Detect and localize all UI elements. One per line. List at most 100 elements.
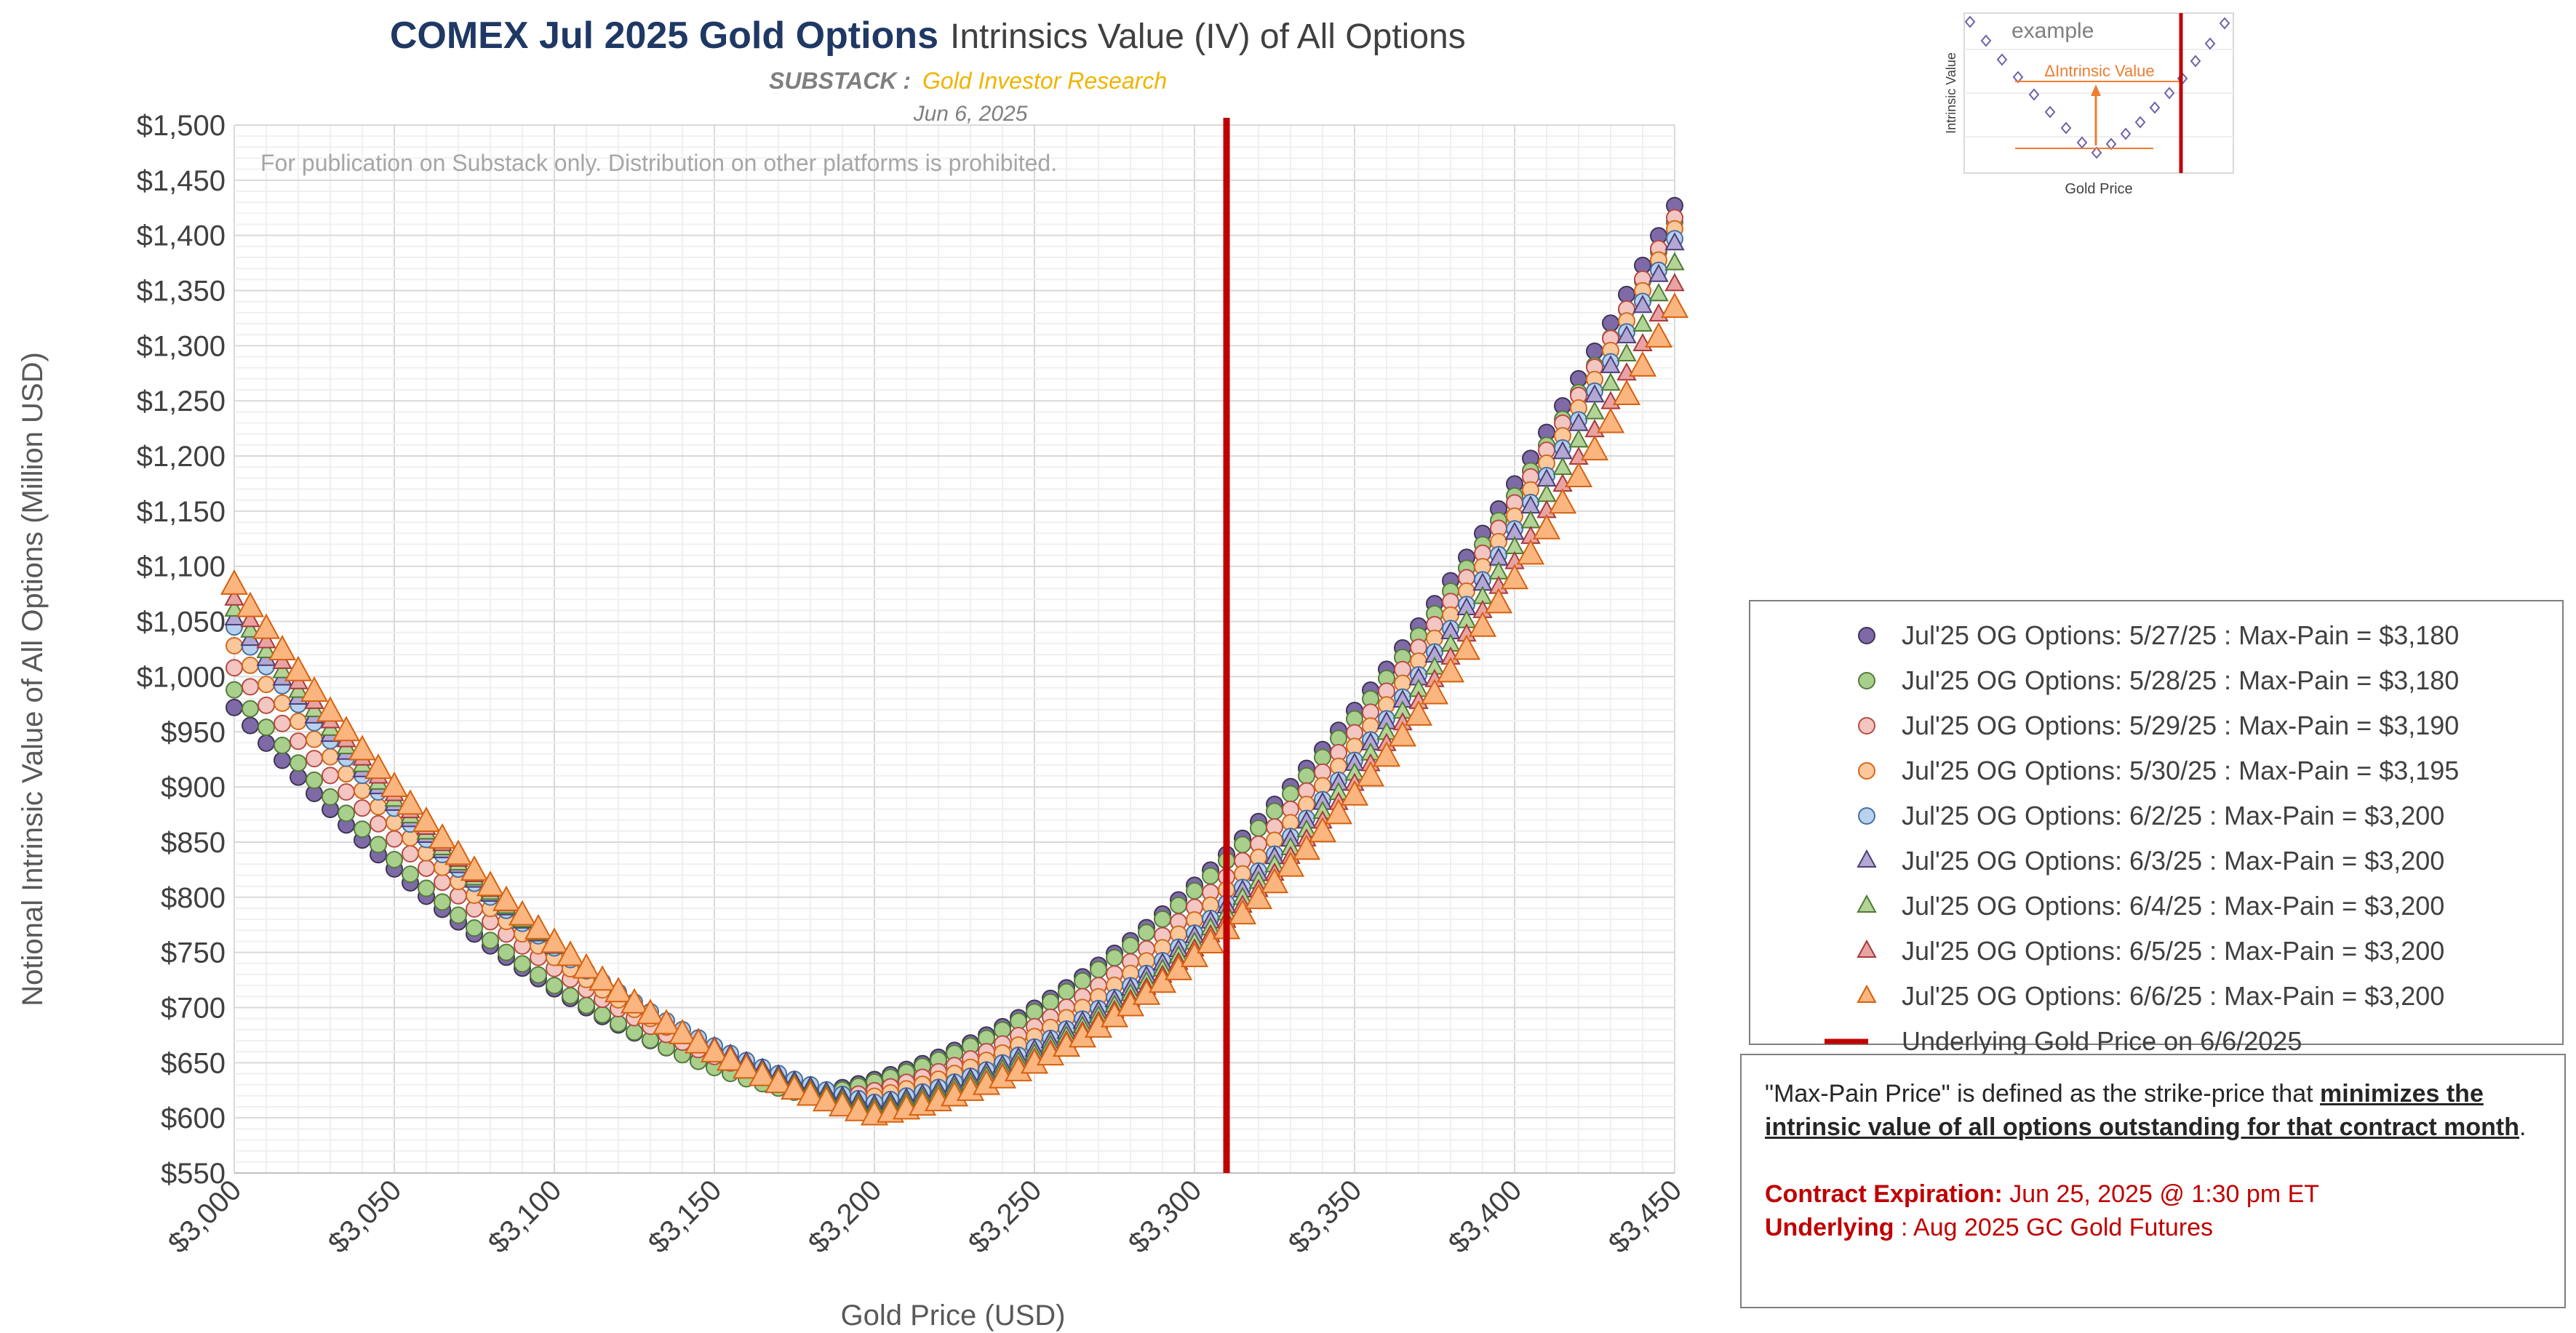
data-point [258, 696, 275, 714]
data-point [396, 789, 425, 815]
contract-expiration: Contract Expiration: Jun 25, 2025 @ 1:30… [1765, 1177, 2543, 1211]
legend-entry: Jul'25 OG Options: 6/2/25 : Max-Pain = $… [1750, 793, 2562, 838]
data-point [508, 900, 537, 926]
inset-diamond [1964, 15, 1976, 28]
data-point [1340, 780, 1369, 806]
data-point [588, 965, 617, 991]
data-point [1058, 982, 1075, 1001]
data-point [1532, 513, 1561, 540]
data-point [1292, 834, 1321, 860]
data-point [338, 783, 355, 801]
data-point [1180, 941, 1209, 967]
legend-circle [1858, 627, 1875, 644]
data-point [1484, 588, 1513, 614]
legend-label: Jul'25 OG Options: 5/27/25 : Max-Pain = … [1902, 620, 2460, 650]
y-tick-label: $1,200 [137, 441, 226, 473]
data-point [620, 988, 649, 1014]
data-point [380, 772, 409, 798]
underlying-label: Underlying [1765, 1214, 1894, 1241]
data-point [256, 630, 276, 649]
x-tick-label: $3,150 [642, 1174, 728, 1260]
data-point [1122, 937, 1139, 955]
legend-label: Underlying Gold Price on 6/6/2025 [1902, 1026, 2302, 1056]
y-tick-label: $850 [161, 827, 226, 859]
data-point [224, 587, 244, 606]
definition-note: "Max-Pain Price" is defined as the strik… [1740, 1054, 2566, 1308]
x-tick-label: $3,450 [1603, 1174, 1688, 1260]
data-point [1164, 954, 1193, 980]
data-point [1308, 817, 1337, 843]
data-point [1632, 313, 1653, 332]
data-point [354, 799, 371, 817]
data-point [716, 1045, 745, 1071]
substack-name: Gold Investor Research [922, 68, 1167, 94]
data-point [1202, 867, 1219, 885]
data-point [626, 1023, 643, 1041]
legend-entry: Jul'25 OG Options: 6/3/25 : Max-Pain = $… [1750, 838, 2562, 884]
data-point [1520, 510, 1541, 529]
data-point [1276, 851, 1305, 877]
data-point [354, 781, 371, 799]
data-point [386, 830, 403, 848]
data-point [300, 676, 329, 702]
data-point [1388, 721, 1417, 747]
data-point [306, 730, 323, 748]
data-point [348, 734, 377, 761]
inset-diamond [2164, 87, 2175, 100]
data-point [370, 798, 387, 816]
series-6 [224, 232, 1685, 1112]
data-point [1664, 273, 1685, 292]
legend-entry: Jul'25 OG Options: 6/6/25 : Max-Pain = $… [1750, 974, 2562, 1019]
data-point [578, 996, 595, 1014]
data-point [274, 714, 291, 732]
data-point [1616, 325, 1637, 344]
data-point [1452, 634, 1481, 660]
inset-diamond [2091, 146, 2102, 159]
data-point [252, 613, 281, 639]
legend-entry: Jul'25 OG Options: 5/29/25 : Max-Pain = … [1750, 703, 2562, 748]
legend-marker [1858, 762, 1875, 780]
data-point [226, 698, 243, 716]
inset-arrow-head [2091, 84, 2101, 96]
data-point [1648, 263, 1669, 282]
data-point [402, 845, 419, 863]
data-point [1628, 351, 1657, 377]
legend-entry: Jul'25 OG Options: 5/28/25 : Max-Pain = … [1750, 658, 2562, 703]
legend-marker [1858, 672, 1875, 689]
data-point [306, 750, 323, 768]
data-point [1664, 252, 1685, 271]
data-point [1196, 928, 1225, 954]
y-tick-label: $1,400 [137, 220, 226, 252]
inset-diamond [2149, 101, 2161, 114]
data-point [450, 906, 467, 924]
definition-end: . [2519, 1113, 2527, 1141]
legend-marker [1825, 1038, 1868, 1044]
y-axis-label: Notional Intrinsic Value of All Options … [17, 352, 49, 1006]
y-tick-label: $800 [161, 882, 226, 914]
data-point [370, 814, 387, 833]
legend-circle [1858, 672, 1875, 689]
data-point [322, 748, 339, 766]
data-point [556, 940, 585, 966]
data-point [1250, 819, 1267, 837]
underlying-contract: Underlying : Aug 2025 GC Gold Futures [1765, 1211, 2543, 1244]
data-point [242, 716, 259, 734]
data-point [1568, 429, 1589, 448]
data-point [402, 865, 419, 884]
y-tick-label: $1,300 [137, 330, 226, 362]
data-point [1314, 748, 1331, 766]
data-point [492, 885, 521, 911]
legend-triangle [1857, 894, 1877, 913]
data-point [764, 1068, 793, 1094]
data-point [1516, 539, 1545, 565]
data-point [1186, 882, 1203, 900]
definition-text: "Max-Pain Price" is defined as the strik… [1765, 1080, 2313, 1108]
data-point [272, 660, 292, 678]
legend-marker [1858, 717, 1875, 734]
data-point [1584, 401, 1605, 420]
data-point [1632, 295, 1653, 313]
data-point [844, 1095, 873, 1121]
inset-ylabel: Intrinsic Value [1944, 52, 1958, 134]
data-point [652, 1009, 681, 1035]
